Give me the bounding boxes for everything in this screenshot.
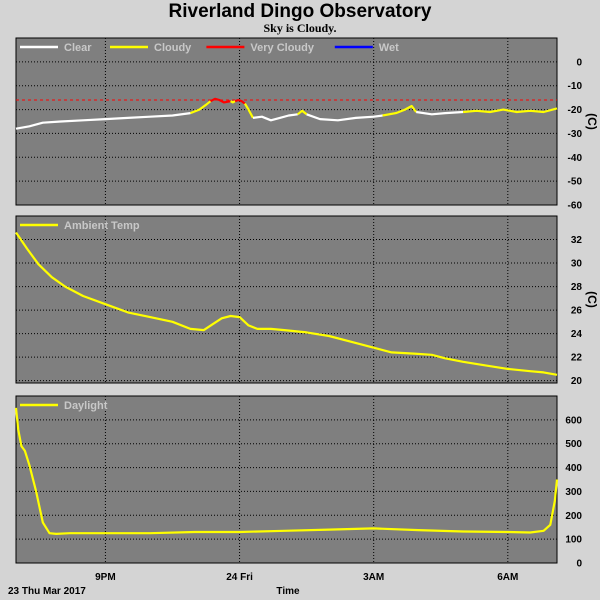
plot-area [15, 395, 558, 564]
sky-segment-cloudy [243, 103, 254, 119]
y-tick-label: 600 [565, 415, 582, 426]
y-tick-label: 28 [571, 282, 583, 293]
sky-segment-clear [416, 110, 464, 116]
y-tick-label: 22 [571, 353, 583, 364]
chart-subtitle: Sky is Cloudy. [263, 21, 337, 35]
sky-segment-clear [15, 112, 191, 130]
y-tick-label: -50 [568, 177, 583, 188]
y-tick-label: -60 [568, 201, 583, 212]
sky-segment-cloudy [463, 107, 558, 114]
y-tick-label: 300 [565, 487, 582, 498]
ambient-temp-line [15, 231, 558, 376]
legend-label: Wet [379, 42, 399, 54]
y-tick-label: 0 [576, 559, 582, 570]
y-unit-label: (C) [585, 291, 599, 308]
y-tick-label: 100 [565, 535, 582, 546]
legend-label: Very Cloudy [250, 42, 314, 54]
daylight-panel: 600 500 400 300 200 100 0 Daylight [14, 395, 582, 570]
plot-area [15, 215, 558, 384]
sky-segment-cloudy [230, 100, 236, 104]
y-tick-label: 30 [571, 259, 583, 270]
x-axis-title: Time [276, 586, 300, 597]
daylight-line [14, 407, 559, 536]
y-tick-label: 24 [571, 329, 583, 340]
y-tick-label: 20 [571, 376, 583, 387]
y-tick-label: -10 [568, 81, 583, 92]
x-tick-label: 6AM [497, 572, 518, 583]
legend-label: Cloudy [154, 42, 192, 54]
legend-label: Clear [64, 42, 92, 54]
legend-label: Daylight [64, 400, 108, 412]
x-tick-label: 9PM [95, 572, 116, 583]
sky-segment-clear [252, 113, 298, 122]
ambient-panel: 32 30 28 26 24 22 20 (C) Ambient Temp [15, 215, 599, 387]
sky-segment-cloudy [297, 109, 308, 116]
y-tick-label: -20 [568, 105, 583, 116]
x-tick-label: 24 Fri [226, 572, 253, 583]
y-unit-label: (C) [585, 113, 599, 130]
y-tick-label: 400 [565, 463, 582, 474]
y-tick-label: 0 [576, 57, 582, 68]
y-tick-label: -40 [568, 153, 583, 164]
sky-segment-very-cloudy [209, 97, 231, 104]
sky-segment-cloudy [382, 104, 418, 117]
legend-label: Ambient Temp [64, 220, 140, 232]
chart-title: Riverland Dingo Observatory [168, 1, 432, 22]
x-tick-label: 3AM [363, 572, 384, 583]
sky-panel: 0 -10 -20 -30 -40 -50 -60 (C) Clear Cloudy Very Cl… [15, 37, 599, 212]
plot-area [15, 37, 558, 206]
y-tick-label: 26 [571, 306, 583, 317]
sky-segment-clear [306, 113, 383, 122]
x-start-date-label: 23 Thu Mar 2017 [8, 586, 86, 597]
y-tick-label: 200 [565, 511, 582, 522]
sky-segment-cloudy [189, 100, 212, 115]
y-tick-label: 32 [571, 235, 583, 246]
y-tick-label: -30 [568, 129, 583, 140]
sky-segment-very-cloudy [234, 98, 246, 105]
y-tick-label: 500 [565, 439, 582, 450]
